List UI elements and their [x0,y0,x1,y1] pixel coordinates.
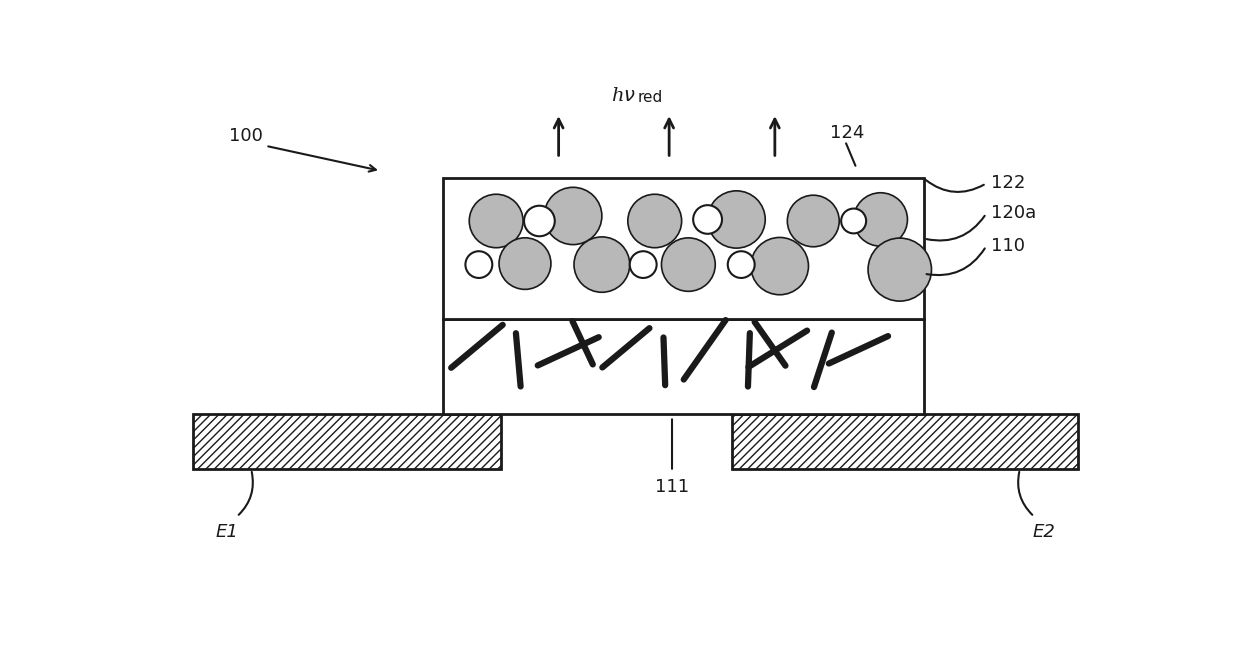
Ellipse shape [787,195,839,247]
Ellipse shape [661,238,715,292]
Text: red: red [637,90,662,105]
Text: 124: 124 [830,124,864,143]
Text: 111: 111 [655,478,689,495]
Text: h$\nu$: h$\nu$ [610,87,635,105]
Ellipse shape [853,193,908,246]
Text: E2: E2 [1033,523,1055,541]
Ellipse shape [708,191,765,248]
Bar [732,414,1078,469]
Bar [732,414,1078,469]
Ellipse shape [750,238,808,295]
Text: 100: 100 [229,127,263,145]
Bar [444,319,924,414]
Bar [193,414,501,469]
Text: 110: 110 [991,237,1025,255]
Ellipse shape [498,238,551,290]
Ellipse shape [630,251,657,278]
Text: 120a: 120a [991,204,1037,223]
Bar [444,178,924,319]
Ellipse shape [469,194,523,248]
Ellipse shape [465,251,492,278]
Ellipse shape [574,237,630,292]
Ellipse shape [868,238,931,301]
Ellipse shape [544,187,601,245]
Text: 122: 122 [991,174,1025,193]
Ellipse shape [693,205,722,234]
Bar [193,414,501,469]
Ellipse shape [525,206,554,236]
Text: E1: E1 [216,523,238,541]
Ellipse shape [841,208,866,234]
Ellipse shape [627,194,682,248]
Ellipse shape [728,251,755,278]
